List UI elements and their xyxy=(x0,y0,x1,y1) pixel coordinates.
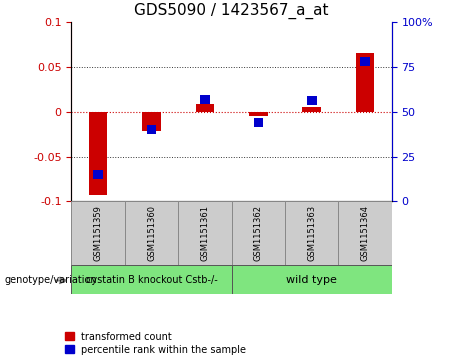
FancyBboxPatch shape xyxy=(71,265,231,294)
FancyBboxPatch shape xyxy=(231,265,392,294)
Bar xyxy=(147,125,156,134)
Legend: transformed count, percentile rank within the sample: transformed count, percentile rank withi… xyxy=(65,331,246,355)
FancyBboxPatch shape xyxy=(338,201,392,265)
Bar xyxy=(254,118,263,127)
Text: GSM1151361: GSM1151361 xyxy=(201,205,209,261)
Text: cystatin B knockout Cstb-/-: cystatin B knockout Cstb-/- xyxy=(86,274,218,285)
Bar xyxy=(249,112,268,116)
FancyBboxPatch shape xyxy=(71,201,125,265)
Bar xyxy=(195,105,214,112)
Text: GSM1151359: GSM1151359 xyxy=(94,205,103,261)
Bar xyxy=(361,57,370,66)
Text: GSM1151362: GSM1151362 xyxy=(254,205,263,261)
Title: GDS5090 / 1423567_a_at: GDS5090 / 1423567_a_at xyxy=(135,3,329,19)
Bar xyxy=(200,94,210,103)
Bar xyxy=(89,112,107,195)
Text: GSM1151364: GSM1151364 xyxy=(361,205,370,261)
Bar xyxy=(307,96,317,105)
Bar xyxy=(302,107,321,112)
Bar xyxy=(142,112,161,131)
FancyBboxPatch shape xyxy=(285,201,338,265)
Text: wild type: wild type xyxy=(286,274,337,285)
Text: GSM1151363: GSM1151363 xyxy=(307,205,316,261)
Text: GSM1151360: GSM1151360 xyxy=(147,205,156,261)
FancyBboxPatch shape xyxy=(231,201,285,265)
Text: genotype/variation: genotype/variation xyxy=(5,275,97,285)
FancyBboxPatch shape xyxy=(178,201,231,265)
Bar xyxy=(356,53,374,112)
Bar xyxy=(93,170,103,179)
FancyBboxPatch shape xyxy=(125,201,178,265)
